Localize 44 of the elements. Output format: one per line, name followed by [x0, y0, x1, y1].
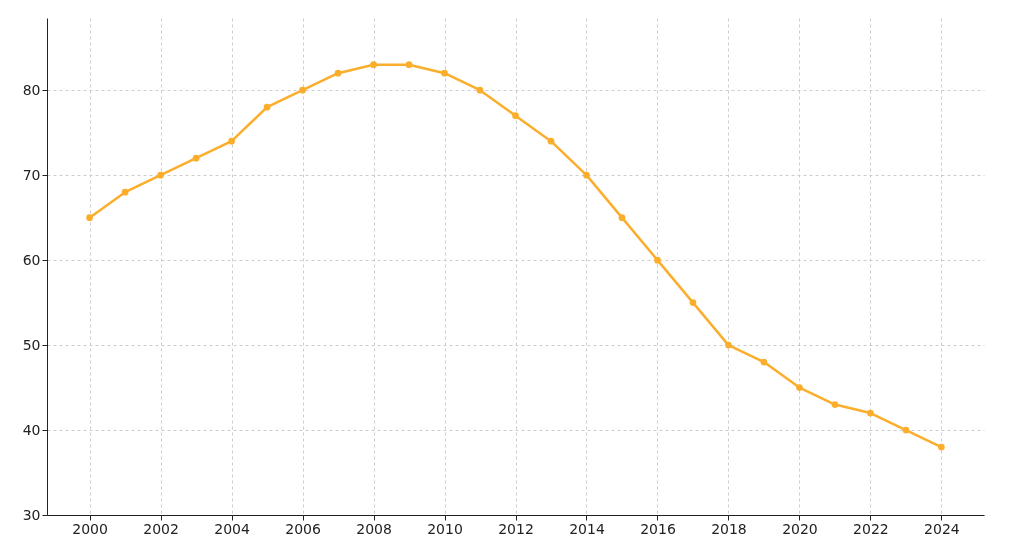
- x-tick-label: 2004: [214, 520, 250, 537]
- point: [370, 61, 377, 69]
- point: [157, 171, 164, 179]
- x-tick-label: 2024: [924, 520, 960, 537]
- point: [86, 214, 93, 221]
- point: [867, 409, 874, 417]
- x-tick-label: 2018: [711, 520, 747, 537]
- point: [654, 256, 661, 264]
- x-tick-label: 2002: [143, 520, 179, 537]
- point: [334, 69, 342, 77]
- point: [689, 299, 697, 306]
- point: [547, 137, 555, 145]
- x-tick-label: 2022: [853, 520, 889, 537]
- point: [263, 103, 271, 111]
- point: [796, 384, 803, 391]
- y-tick-label: 70: [22, 166, 41, 183]
- point: [512, 112, 519, 120]
- x-tick-label: 2006: [285, 520, 321, 537]
- x-tick-label: 2014: [569, 520, 605, 537]
- y-tick-label: 40: [22, 421, 41, 438]
- x-tick-label: 2000: [72, 520, 108, 537]
- y-tick-label: 80: [22, 81, 41, 98]
- point: [441, 69, 448, 77]
- point: [121, 188, 129, 196]
- point: [760, 358, 768, 366]
- point: [618, 214, 626, 221]
- point: [405, 61, 413, 69]
- x-tick-label: 2010: [427, 520, 463, 537]
- point: [902, 426, 910, 434]
- x-tick-label: 2020: [782, 520, 818, 537]
- y-tick-label: 60: [22, 251, 41, 268]
- point: [725, 341, 732, 349]
- point: [938, 443, 945, 451]
- x-tick-label: 2008: [356, 520, 392, 537]
- point: [192, 154, 200, 162]
- point: [831, 401, 839, 408]
- point: [228, 137, 235, 145]
- x-tick-label: 2012: [498, 520, 534, 537]
- point: [583, 171, 590, 179]
- y-tick-label: 30: [22, 506, 41, 523]
- point: [476, 86, 484, 94]
- point: [299, 86, 306, 94]
- y-tick-label: 50: [22, 336, 41, 353]
- x-tick-label: 2016: [640, 520, 676, 537]
